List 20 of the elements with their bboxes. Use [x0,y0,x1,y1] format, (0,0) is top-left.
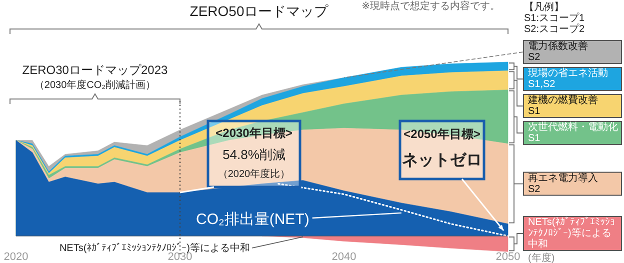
x-tick-label: 2020 [4,251,28,263]
series-label: NETs(ﾈｶﾞﾃｨﾌﾞｴﾐｯｼｮﾝﾃｸﾉﾛｼﾞｰ)等による中和 [59,242,250,254]
annotation: ZERO30ロードマップ2023 [22,63,168,77]
x-tick-label: 2050 [496,251,520,263]
series-label: CO₂排出量(NET) [196,211,310,228]
annotation: （2020年度比） [218,168,290,180]
x-tick-label: 2030 [168,251,192,263]
text: S2:スコープ2 [524,23,586,35]
annotation: （2030年度CO₂削減計画） [34,79,156,91]
annotation: <2030年目標> [216,126,292,140]
text: S1:スコープ1 [524,12,586,24]
annotation: ネットゼロ [402,152,482,169]
annotation: <2050年目標> [404,127,480,141]
annotation: 54.8%削減 [222,147,286,162]
x-tick-label: 2040 [332,251,356,263]
text: NETs(ﾈｶﾞﾃｨﾌﾞｴﾐｯｼｮﾝﾃｸﾉﾛｼﾞｰ)等による中和 [528,217,616,250]
text: (年度) [528,252,555,263]
chart-title: ZERO50ロードマップ [190,3,330,19]
text: 【凡例】 [524,1,564,13]
text: ※現時点で想定する内容です。 [362,0,500,12]
